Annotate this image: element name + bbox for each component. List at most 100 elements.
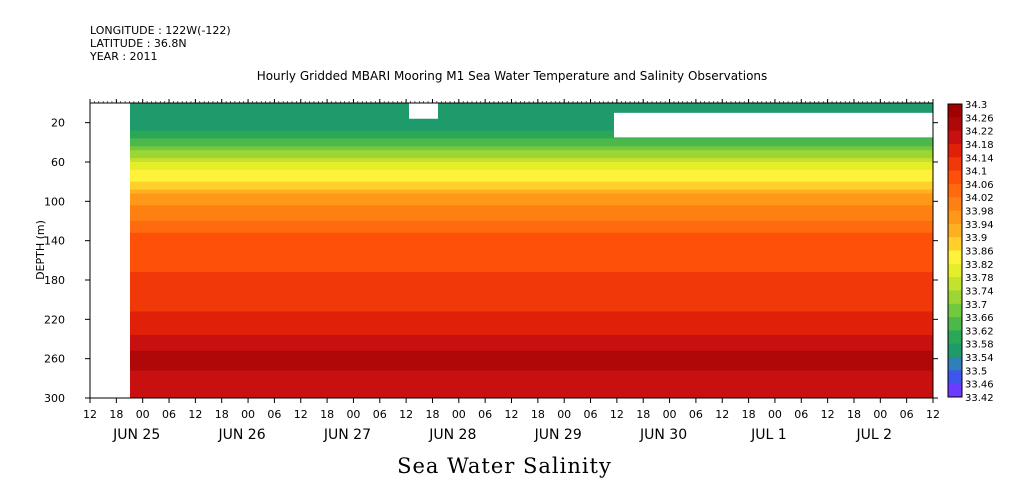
salinity-band <box>90 228 933 234</box>
x-hour-label: 12 <box>294 408 308 421</box>
colorbar-label: 34.26 <box>965 113 994 124</box>
y-axis: 20 60 100 140 180 220 260 300 <box>44 117 938 405</box>
salinity-band <box>90 154 933 159</box>
x-hour-label: 12 <box>926 408 940 421</box>
salinity-band <box>90 150 933 155</box>
colorbar-label: 33.42 <box>965 393 994 404</box>
salinity-band <box>90 295 933 301</box>
colorbar-swatch <box>948 237 962 251</box>
x-hour-label: 06 <box>794 408 808 421</box>
salinity-band <box>90 303 933 309</box>
x-hour-label: 12 <box>399 408 413 421</box>
salinity-band <box>90 126 933 132</box>
salinity-band <box>90 276 933 281</box>
salinity-band <box>90 370 933 375</box>
chart-subtitle: Sea Water Salinity <box>397 454 612 478</box>
salinity-band <box>90 142 933 147</box>
salinity-band <box>90 315 933 320</box>
salinity-band <box>90 342 933 348</box>
y-tick-label: 300 <box>44 392 65 405</box>
x-day-label: JUN 25 <box>112 427 160 443</box>
colorbar-label: 33.7 <box>965 300 987 311</box>
salinity-band <box>90 110 933 116</box>
colorbar-swatch <box>948 330 962 345</box>
salinity-band <box>90 177 933 183</box>
salinity-band <box>90 106 933 112</box>
x-day-label: JUL 1 <box>750 427 787 443</box>
salinity-band <box>90 283 933 289</box>
colorbar-swatch <box>948 277 962 291</box>
x-hour-label: 12 <box>610 408 624 421</box>
salinity-band <box>90 252 933 257</box>
colorbar-swatch <box>948 370 962 385</box>
x-hour-label: 00 <box>346 408 360 421</box>
salinity-band <box>90 323 933 328</box>
colorbar-label: 33.94 <box>965 220 994 231</box>
colorbar: 34.3 34.26 34.22 34.18 34.14 34.1 34.06 34.02 33… <box>947 100 994 404</box>
colorbar-label: 33.98 <box>965 207 994 218</box>
colorbar-label: 33.58 <box>965 340 994 351</box>
colorbar-swatch <box>948 250 962 265</box>
salinity-band <box>90 394 933 399</box>
x-hour-label: 18 <box>109 408 123 421</box>
colorbar-swatch <box>948 117 962 132</box>
missing-data-area <box>409 103 438 119</box>
salinity-band <box>90 256 933 261</box>
salinity-band <box>90 213 933 218</box>
x-hour-label: 00 <box>241 408 255 421</box>
salinity-band <box>90 197 933 202</box>
salinity-band <box>90 103 933 108</box>
colorbar-swatch <box>948 143 962 158</box>
salinity-band <box>90 272 933 277</box>
x-hour-label: 00 <box>452 408 466 421</box>
salinity-band <box>90 185 933 191</box>
colorbar-label: 33.82 <box>965 260 994 271</box>
x-hour-label: 00 <box>873 408 887 421</box>
salinity-band <box>90 158 933 163</box>
y-tick-label: 100 <box>44 195 65 208</box>
colorbar-label: 33.86 <box>965 247 994 258</box>
missing-data-mask <box>90 103 933 398</box>
salinity-band <box>90 114 933 120</box>
colorbar-label: 34.1 <box>965 167 987 178</box>
x-hour-label: 18 <box>742 408 756 421</box>
colorbar-label: 34.22 <box>965 127 994 138</box>
y-tick-label: 60 <box>51 156 65 169</box>
salinity-band <box>90 280 933 285</box>
salinity-band <box>90 181 933 187</box>
salinity-band <box>90 350 933 356</box>
colorbar-swatch <box>948 343 962 358</box>
chart-title: Hourly Gridded MBARI Mooring M1 Sea Wate… <box>257 69 768 83</box>
salinity-band <box>90 173 933 179</box>
salinity-band <box>90 236 933 242</box>
colorbar-swatch <box>948 263 962 278</box>
salinity-band <box>90 358 933 364</box>
x-hour-label: 18 <box>215 408 229 421</box>
x-hour-label: 18 <box>636 408 650 421</box>
salinity-band <box>90 146 933 151</box>
salinity-band <box>90 232 933 238</box>
salinity-band <box>90 209 933 214</box>
salinity-band <box>90 138 933 143</box>
salinity-band <box>90 224 933 230</box>
missing-data-area <box>614 112 933 138</box>
salinity-band <box>90 205 933 210</box>
y-axis-label: DEPTH (m) <box>34 220 47 280</box>
colorbar-swatch <box>948 317 962 331</box>
y-tick-label: 220 <box>44 313 65 326</box>
colorbar-swatch <box>948 197 962 212</box>
colorbar-label: 34.3 <box>965 100 987 111</box>
salinity-band <box>90 382 933 387</box>
x-hour-label: 06 <box>373 408 387 421</box>
salinity-band <box>90 268 933 273</box>
salinity-band <box>90 221 933 226</box>
x-hour-label: 18 <box>425 408 439 421</box>
colorbar-label: 34.02 <box>965 193 994 204</box>
colorbar-label: 33.9 <box>965 233 987 244</box>
longitude-label: LONGITUDE : 122W(-122) <box>90 24 231 37</box>
colorbar-swatch <box>948 170 962 185</box>
salinity-band <box>90 260 933 265</box>
colorbar-swatch <box>948 303 962 318</box>
colorbar-swatch <box>948 383 962 398</box>
x-hour-label: 00 <box>557 408 571 421</box>
